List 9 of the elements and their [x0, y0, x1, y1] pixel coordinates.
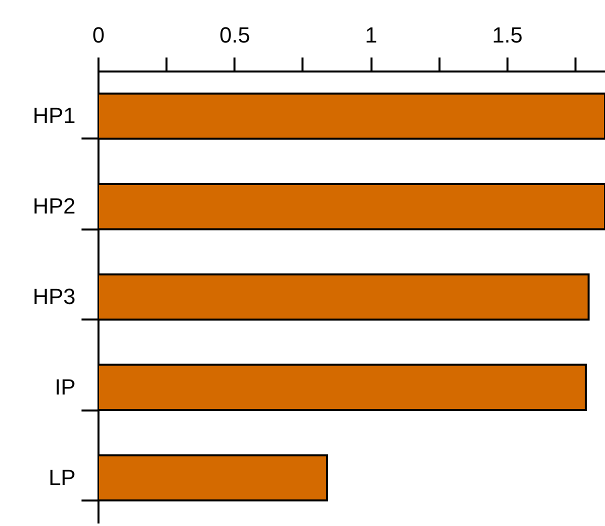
x-tick-label: 1.5: [492, 22, 523, 48]
y-tick-label: LP: [48, 464, 76, 490]
x-tick-label: 1: [364, 22, 378, 48]
y-tick-label: HP3: [32, 284, 76, 309]
x-tick-label: 0: [92, 22, 105, 48]
y-tick-label: IP: [54, 374, 76, 400]
x-tick-label: 0.5: [219, 22, 250, 48]
y-tick-label: HP2: [32, 194, 76, 219]
y-tick-label: HP1: [32, 103, 76, 128]
